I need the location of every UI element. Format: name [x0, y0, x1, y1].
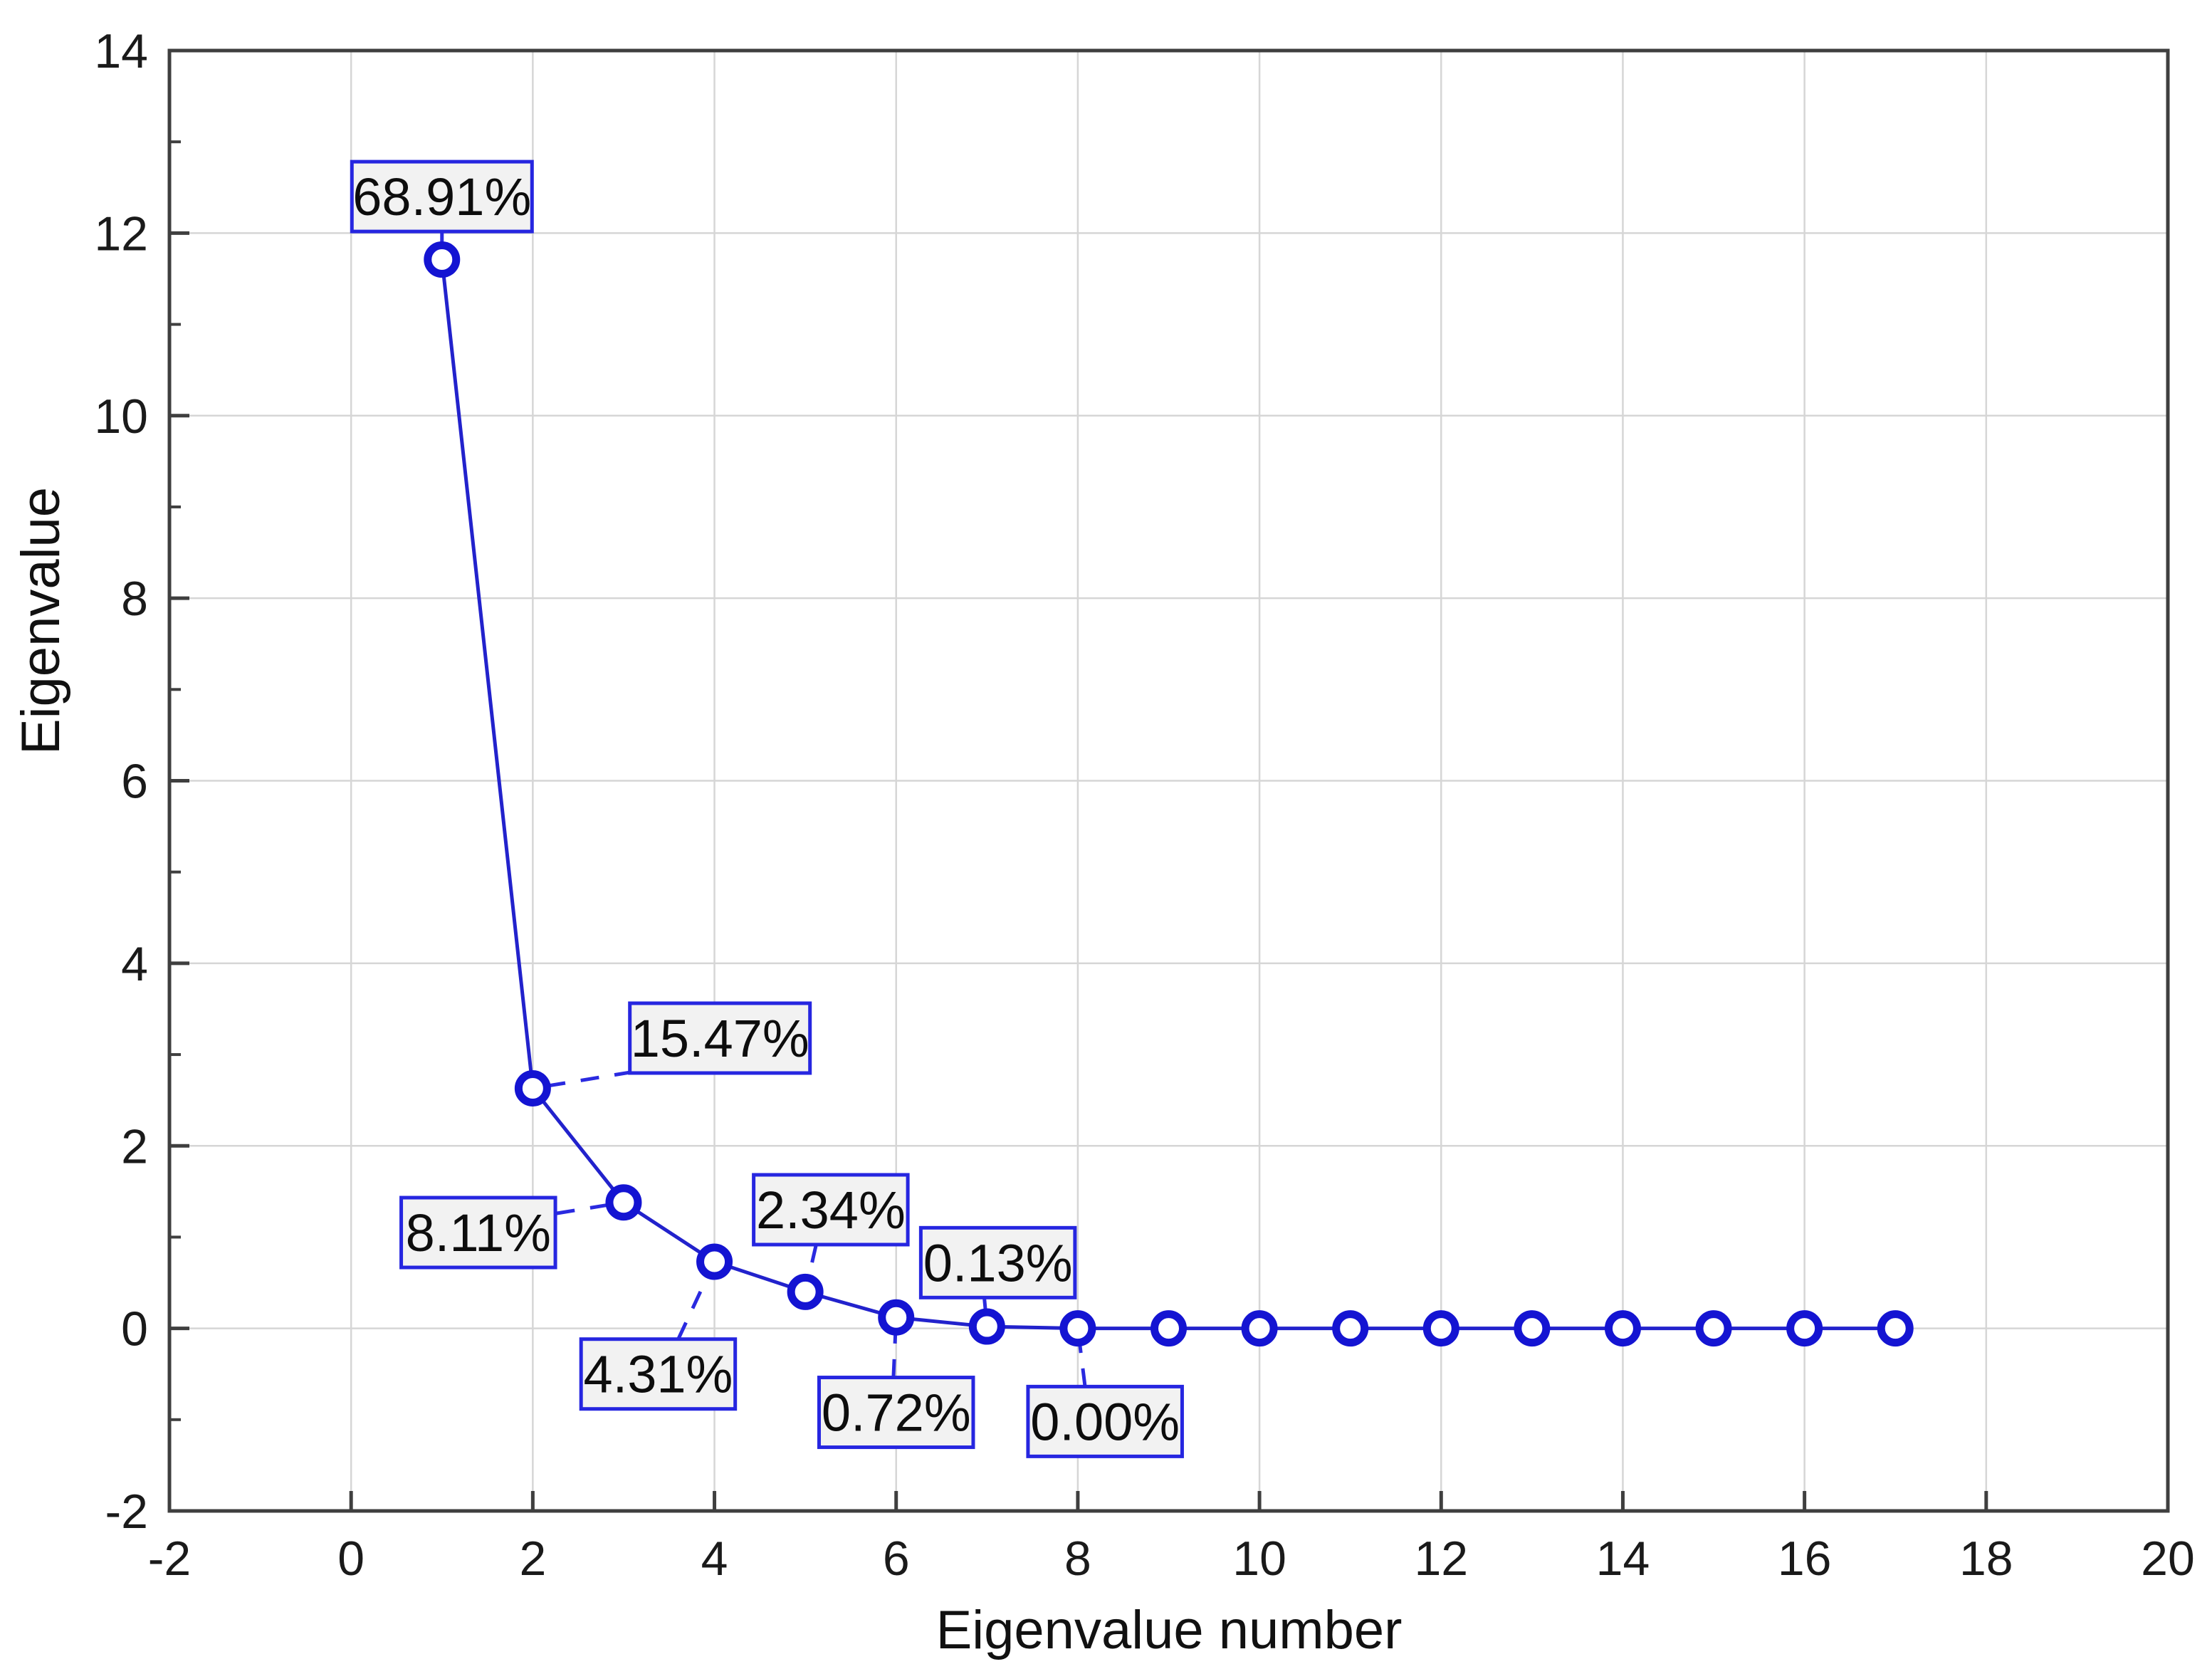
annotation-box — [579, 1337, 738, 1411]
annotation-label: 8.11% — [406, 1203, 551, 1262]
x-tick-label: 0 — [337, 1532, 365, 1586]
x-tick-label: 14 — [1596, 1532, 1650, 1586]
x-tick-label: 2 — [519, 1532, 546, 1586]
annotation-leader-line — [556, 1200, 624, 1215]
y-tick-label: 2 — [121, 1119, 148, 1173]
y-tick-label: 10 — [94, 389, 148, 444]
annotation-label: 2.34% — [756, 1181, 906, 1240]
annotation-label: 0.00% — [1030, 1392, 1180, 1451]
data-point — [1241, 1310, 1278, 1347]
y-tick-label: -2 — [105, 1485, 148, 1539]
y-axis-title: Eigenvalue — [11, 486, 71, 755]
data-point — [1332, 1310, 1369, 1347]
data-point — [1786, 1310, 1823, 1347]
annotation-box — [817, 1376, 975, 1450]
annotation-box — [628, 1001, 812, 1075]
x-tick-label: 20 — [2141, 1532, 2195, 1586]
annotation-box — [350, 159, 534, 234]
x-tick-label: 6 — [883, 1532, 910, 1586]
annotation-box — [752, 1173, 910, 1247]
y-tick-label: 6 — [121, 755, 148, 809]
x-tick-label: 10 — [1232, 1532, 1286, 1586]
data-point — [787, 1273, 824, 1310]
data-point — [1695, 1310, 1732, 1347]
data-point — [1514, 1310, 1551, 1347]
data-point — [1059, 1310, 1096, 1347]
data-point — [1150, 1310, 1187, 1347]
data-point — [1604, 1310, 1641, 1347]
data-point — [605, 1184, 642, 1221]
y-tick-label: 0 — [121, 1302, 148, 1356]
y-tick-label: 8 — [121, 572, 148, 626]
annotation-label: 0.72% — [822, 1383, 971, 1443]
data-point — [514, 1069, 551, 1106]
data-point — [424, 241, 461, 278]
annotation-box — [399, 1195, 557, 1270]
annotation-box — [1026, 1384, 1184, 1458]
y-tick-label: 12 — [94, 206, 148, 261]
annotation-box — [918, 1225, 1077, 1299]
annotation-label: 68.91% — [352, 167, 531, 226]
x-tick-label: 16 — [1778, 1532, 1832, 1586]
data-point — [1422, 1310, 1459, 1347]
data-point — [968, 1308, 1005, 1345]
data-point — [1877, 1310, 1914, 1347]
x-tick-label: 18 — [1959, 1532, 2013, 1586]
x-axis-title: Eigenvalue number — [935, 1600, 1403, 1660]
x-tick-label: 8 — [1064, 1532, 1091, 1586]
data-point — [696, 1243, 733, 1280]
annotation-label: 15.47% — [631, 1009, 809, 1068]
x-tick-label: 4 — [701, 1532, 728, 1586]
x-tick-label: 12 — [1414, 1532, 1468, 1586]
y-tick-label: 4 — [121, 937, 148, 991]
annotation-label: 0.13% — [923, 1233, 1073, 1292]
y-tick-label: 14 — [94, 24, 148, 78]
annotation-label: 4.31% — [584, 1345, 733, 1404]
x-tick-label: -2 — [148, 1532, 191, 1586]
data-point — [878, 1299, 915, 1336]
